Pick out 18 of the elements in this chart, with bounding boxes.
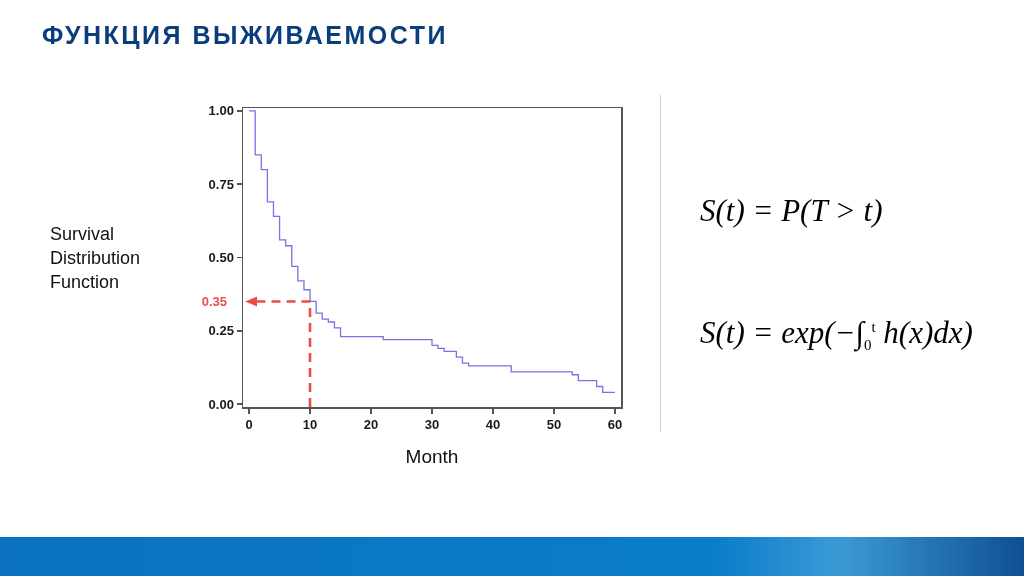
x-tick-label: 10 bbox=[302, 417, 318, 433]
text: S(t) = P(T > t) bbox=[700, 193, 883, 229]
text: 0.35 bbox=[200, 294, 227, 310]
y-tick-label: 0.50 bbox=[208, 250, 234, 266]
chart-title: ФУНКЦИЯ ВЫЖИВАЕМОСТИ bbox=[42, 21, 448, 50]
x-tick-label: 60 bbox=[607, 417, 623, 433]
y-tick-label: 0.00 bbox=[208, 396, 234, 412]
x-axis-title: Month bbox=[405, 445, 459, 467]
x-tick-label: 40 bbox=[485, 417, 501, 433]
x-tick-label: 0 bbox=[245, 417, 253, 433]
x-tick-label: 30 bbox=[424, 417, 440, 433]
y-tick-label: 0.75 bbox=[208, 176, 234, 192]
y-tick-label: 1.00 bbox=[208, 103, 234, 119]
y-tick-label: 0.25 bbox=[208, 323, 234, 339]
x-tick-label: 50 bbox=[546, 417, 562, 433]
x-tick-label: 20 bbox=[363, 417, 379, 433]
text: S(t) = exp(−∫$_{0}$$^{t}$ h(x)dx) bbox=[700, 315, 973, 355]
y-axis-title: Survival Distribution Function bbox=[50, 223, 142, 294]
